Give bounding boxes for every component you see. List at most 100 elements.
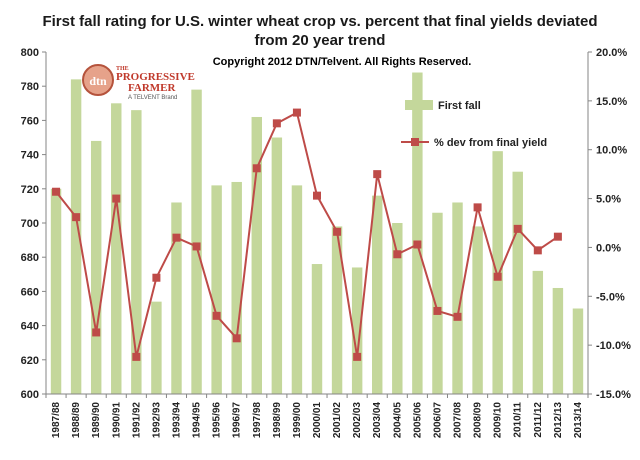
- bar-first-fall-2012/13: [552, 287, 564, 394]
- chart-title-line-1: First fall rating for U.S. winter wheat …: [42, 13, 597, 30]
- dtn-badge-text: dtn: [89, 74, 107, 88]
- y-right-tick-label: -15.0%: [596, 389, 631, 401]
- y-left-tick-label: 620: [21, 355, 39, 367]
- point-pct-dev-2000/01: [313, 191, 321, 200]
- x-tick-label-2011/12: 2011/12: [533, 402, 544, 438]
- point-pct-dev-2002/03: [353, 352, 362, 361]
- bar-first-fall-1987/88: [50, 188, 62, 394]
- x-tick-label-2010/11: 2010/11: [513, 402, 524, 438]
- point-pct-dev-1987/88: [52, 187, 61, 196]
- bar-first-fall-1988/89: [70, 79, 82, 395]
- x-tick-label-2009/10: 2009/10: [493, 402, 504, 439]
- x-tick-label-1997/98: 1997/98: [252, 402, 263, 439]
- bar-first-fall-2004/05: [392, 223, 403, 394]
- bar-first-fall-2013/14: [572, 308, 584, 394]
- y-right-tick-label: 0.0%: [596, 242, 621, 254]
- y-right-tick-label: -5.0%: [596, 291, 625, 303]
- x-tick-label-2012/13: 2012/13: [553, 402, 564, 439]
- bar-first-fall-2007/08: [452, 202, 463, 394]
- point-pct-dev-1994/95: [192, 242, 201, 251]
- bar-first-fall-1993/94: [171, 202, 182, 394]
- x-tick-label-1988/89: 1988/89: [71, 402, 82, 439]
- x-tick-label-2000/01: 2000/01: [312, 402, 323, 439]
- x-tick-label-1995/96: 1995/96: [212, 402, 223, 439]
- x-tick-label-2008/09: 2008/09: [473, 402, 484, 439]
- bar-first-fall-2010/11: [512, 171, 523, 394]
- bar-first-fall-1998/99: [271, 137, 283, 394]
- legend-swatch-first-fall: [405, 100, 433, 110]
- point-pct-dev-2004/05: [393, 250, 402, 259]
- x-tick-label-1991/92: 1991/92: [131, 402, 142, 439]
- legend: First fall % dev from final yield: [401, 100, 547, 149]
- y-right-tick-label: 15.0%: [596, 96, 627, 108]
- bar-first-fall-2003/04: [372, 195, 383, 394]
- point-pct-dev-2012/13: [553, 232, 562, 241]
- y-axis-left: 600 620 640 660 680 700 720 740 760 780 800: [21, 47, 47, 401]
- y-left-tick-label: 600: [21, 389, 39, 401]
- bar-first-fall-1994/95: [191, 89, 202, 395]
- point-pct-dev-2003/04: [373, 170, 382, 179]
- dtn-badge-icon: [82, 64, 114, 96]
- bar-first-fall-1989/90: [90, 140, 102, 394]
- point-pct-dev-2007/08: [453, 312, 462, 321]
- point-pct-dev-1990/91: [112, 194, 121, 203]
- point-pct-dev-1993/94: [172, 233, 181, 242]
- legend-label-pct-dev: % dev from final yield: [434, 137, 547, 149]
- point-pct-dev-1997/98: [252, 164, 261, 173]
- point-pct-dev-1988/89: [72, 213, 81, 222]
- bar-first-fall-2008/09: [472, 226, 483, 394]
- bar-first-fall-1991/92: [131, 110, 142, 394]
- bar-first-fall-2002/03: [351, 267, 363, 394]
- point-pct-dev-1996/97: [232, 334, 241, 343]
- point-pct-dev-2010/11: [513, 224, 522, 233]
- x-tick-label-1987/88: 1987/88: [51, 402, 62, 439]
- point-pct-dev-1991/92: [132, 352, 141, 361]
- line-pct-dev: [55, 111, 559, 358]
- bar-first-fall-1995/96: [211, 185, 222, 394]
- x-tick-label-2001/02: 2001/02: [332, 402, 343, 439]
- x-axis: 1987/88 1988/89 1989/90 1990/91 1991/92 1992/…: [45, 393, 589, 439]
- bar-first-fall-2011/12: [532, 270, 544, 394]
- x-tick-label-2013/14: 2013/14: [573, 402, 584, 439]
- point-pct-dev-2005/06: [413, 240, 422, 249]
- x-tick-label-1990/91: 1990/91: [111, 402, 122, 439]
- logo-tagline: A TELVENT Brand: [128, 95, 177, 101]
- point-pct-dev-1989/90: [92, 328, 101, 337]
- x-tick-label-1989/90: 1989/90: [91, 402, 102, 439]
- bar-first-fall-1992/93: [151, 301, 162, 394]
- logo-line-1: THE: [116, 66, 129, 72]
- y-right-tick-label: 10.0%: [596, 145, 627, 157]
- point-pct-dev-1995/96: [212, 311, 221, 320]
- copyright-notice: Copyright 2012 DTN/Telvent. All Rights R…: [213, 56, 472, 68]
- point-pct-dev-1999/00: [292, 108, 301, 117]
- x-tick-label-1992/93: 1992/93: [151, 402, 162, 439]
- progressive-farmer-logo: dtn THE PROGRESSIVE FARMER A TELVENT Bra…: [82, 64, 195, 101]
- point-pct-dev-1992/93: [152, 273, 161, 282]
- point-pct-dev-2011/12: [533, 246, 542, 255]
- y-left-tick-label: 740: [21, 150, 39, 162]
- bar-first-fall-1990/91: [111, 103, 122, 395]
- y-right-tick-label: 5.0%: [596, 194, 621, 206]
- point-pct-dev-2008/09: [473, 203, 482, 212]
- plot-area: [50, 72, 584, 395]
- y-left-tick-label: 700: [21, 218, 39, 230]
- y-left-tick-label: 640: [21, 321, 39, 333]
- y-left-tick-label: 800: [21, 47, 39, 59]
- x-tick-label-1999/00: 1999/00: [292, 402, 303, 439]
- bar-first-fall-2000/01: [311, 264, 323, 394]
- x-tick-label-2005/06: 2005/06: [412, 402, 423, 439]
- bar-first-fall-2005/06: [412, 72, 423, 395]
- bar-first-fall-2001/02: [331, 226, 343, 394]
- y-left-tick-label: 760: [21, 115, 39, 127]
- chart-title-line-2: from 20 year trend: [255, 32, 386, 49]
- x-tick-label-2002/03: 2002/03: [352, 402, 363, 439]
- x-tick-label-1996/97: 1996/97: [232, 402, 243, 439]
- x-tick-label-2006/07: 2006/07: [432, 402, 443, 439]
- x-tick-label-1994/95: 1994/95: [192, 402, 203, 439]
- point-pct-dev-2009/10: [493, 272, 502, 281]
- y-left-tick-label: 660: [21, 286, 39, 298]
- logo-line-3: FARMER: [128, 82, 177, 94]
- x-tick-label-2003/04: 2003/04: [372, 402, 383, 439]
- y-left-tick-label: 680: [21, 252, 39, 264]
